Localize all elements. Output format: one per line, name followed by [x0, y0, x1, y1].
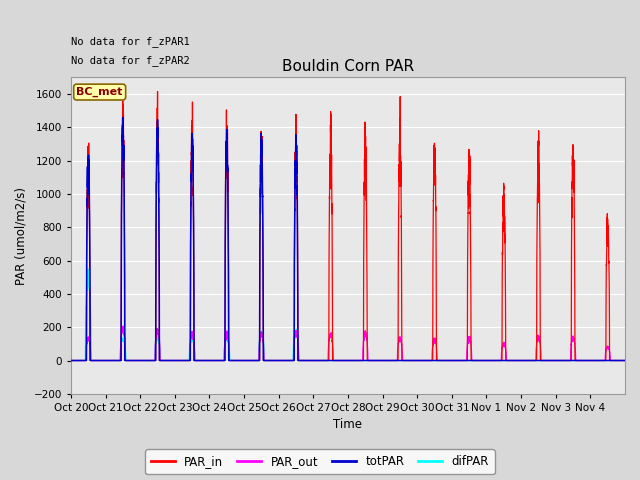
totPAR — [119, 115, 127, 120]
totPAR — [483, 358, 491, 363]
difPAR — [84, 266, 92, 272]
PAR_in — [86, 358, 94, 363]
Title: Bouldin Corn PAR: Bouldin Corn PAR — [282, 59, 414, 73]
PAR_in — [316, 358, 323, 363]
PAR_out — [211, 358, 218, 363]
PAR_out — [316, 358, 323, 363]
PAR_out — [86, 345, 94, 351]
PAR_in — [154, 89, 161, 95]
PAR_out — [550, 358, 558, 363]
Line: PAR_out: PAR_out — [71, 326, 625, 360]
PAR_out — [483, 358, 491, 363]
difPAR — [237, 358, 245, 363]
Legend: PAR_in, PAR_out, totPAR, difPAR: PAR_in, PAR_out, totPAR, difPAR — [145, 449, 495, 474]
Line: totPAR: totPAR — [71, 118, 625, 360]
PAR_out — [67, 358, 75, 363]
difPAR — [316, 358, 323, 363]
PAR_in — [483, 358, 491, 363]
totPAR — [621, 358, 629, 363]
Text: No data for f_zPAR1: No data for f_zPAR1 — [71, 36, 189, 47]
PAR_in — [211, 358, 218, 363]
difPAR — [550, 358, 558, 363]
PAR_out — [119, 323, 127, 329]
PAR_in — [237, 358, 245, 363]
difPAR — [483, 358, 491, 363]
Y-axis label: PAR (umol/m2/s): PAR (umol/m2/s) — [15, 187, 28, 285]
difPAR — [67, 358, 75, 363]
totPAR — [67, 358, 75, 363]
totPAR — [316, 358, 323, 363]
PAR_in — [550, 358, 558, 363]
PAR_in — [67, 358, 75, 363]
totPAR — [211, 358, 218, 363]
Text: No data for f_zPAR2: No data for f_zPAR2 — [71, 55, 189, 66]
Line: difPAR: difPAR — [71, 269, 625, 360]
Text: BC_met: BC_met — [77, 87, 123, 97]
totPAR — [237, 358, 245, 363]
totPAR — [550, 358, 558, 363]
difPAR — [621, 358, 629, 363]
PAR_out — [237, 358, 245, 363]
difPAR — [211, 358, 218, 363]
PAR_out — [621, 358, 629, 363]
difPAR — [86, 302, 94, 308]
Line: PAR_in: PAR_in — [71, 92, 625, 360]
PAR_in — [621, 358, 629, 363]
X-axis label: Time: Time — [333, 419, 362, 432]
totPAR — [86, 358, 94, 363]
